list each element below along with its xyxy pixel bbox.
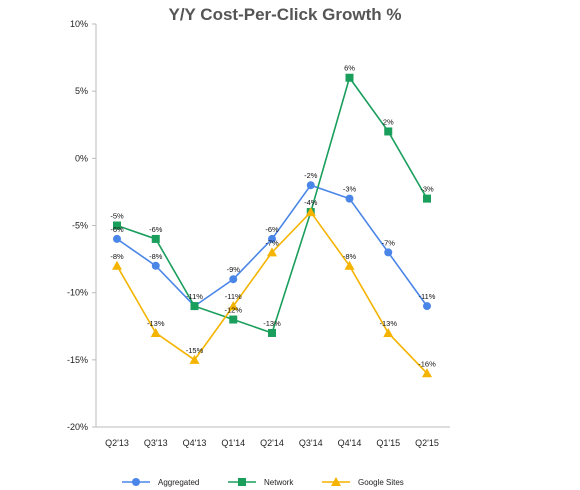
data-label-network: 6% [344, 64, 355, 73]
y-axis-ticks: 10% 5% 0% -5% -10% -15% -20% [67, 19, 96, 432]
x-tick-label: Q3'13 [144, 438, 168, 448]
x-tick-label: Q2'13 [105, 438, 129, 448]
data-label-network: -5% [110, 212, 124, 221]
chart-title: Y/Y Cost-Per-Click Growth % [168, 5, 401, 24]
point-google-sites [112, 260, 122, 270]
point-google-sites [228, 301, 239, 311]
data-label-aggregated: -6% [110, 225, 124, 234]
data-label-network: -12% [224, 306, 242, 315]
data-label-network: -4% [304, 198, 318, 207]
point-google-sites [422, 368, 432, 378]
point-google-sites [383, 327, 394, 337]
data-label-network: -13% [263, 319, 281, 328]
data-label-google-sites: -13% [379, 319, 397, 328]
point-aggregated [151, 261, 160, 270]
legend-label-network: Network [264, 478, 294, 487]
point-network [229, 315, 238, 324]
point-network [384, 127, 393, 136]
data-label-google-sites: -7% [265, 238, 279, 247]
x-tick-label: Q1'15 [376, 438, 400, 448]
legend: Aggregated Network Google Sites [122, 477, 404, 487]
y-tick-label: 0% [75, 153, 88, 163]
data-label-network: -6% [149, 225, 163, 234]
point-google-sites [189, 354, 200, 364]
point-aggregated [306, 181, 315, 190]
point-aggregated [384, 248, 393, 257]
data-label-aggregated: -11% [186, 292, 203, 301]
point-network [190, 302, 199, 311]
y-tick-label: 10% [70, 19, 88, 29]
x-tick-label: Q2'14 [260, 438, 284, 448]
point-network [268, 328, 276, 337]
series-line-network [116, 75, 428, 334]
data-label-google-sites: -15% [186, 346, 204, 355]
y-tick-label: 5% [75, 86, 88, 96]
data-label-google-sites: -16% [418, 359, 436, 368]
data-label-google-sites: -8% [343, 252, 357, 261]
point-aggregated [345, 194, 354, 203]
data-labels: -6% -8% -11% -9% -6% -2% -3% -7% -11% -5% -6% -12% -… [110, 64, 436, 369]
legend-label-google-sites: Google Sites [358, 478, 404, 487]
legend-label-aggregated: Aggregated [158, 478, 199, 487]
legend-marker-google-sites [331, 477, 341, 486]
x-tick-label: Q1'14 [221, 438, 245, 448]
data-label-aggregated: -9% [227, 265, 241, 274]
point-google-sites [150, 327, 161, 337]
data-label-aggregated: -7% [382, 238, 396, 247]
data-label-network: 2% [383, 117, 394, 126]
point-aggregated [113, 234, 121, 243]
point-aggregated [423, 302, 431, 311]
data-label-aggregated: -8% [149, 252, 163, 261]
x-axis-ticks: Q2'13 Q3'13 Q4'13 Q1'14 Q2'14 Q3'14 Q4'14 Q1'15… [105, 438, 439, 448]
point-network [345, 73, 354, 82]
point-network [113, 221, 121, 230]
point-google-sites [344, 260, 355, 270]
y-tick-label: -5% [72, 221, 88, 231]
point-aggregated [268, 234, 276, 243]
y-tick-label: -20% [67, 422, 88, 432]
point-google-sites [267, 247, 277, 257]
point-google-sites [305, 207, 316, 217]
x-tick-label: Q2'15 [415, 438, 439, 448]
data-label-google-sites: -11% [225, 292, 242, 301]
data-label-network: -3% [420, 185, 434, 194]
data-label-aggregated: -3% [343, 185, 357, 194]
point-aggregated [229, 275, 238, 284]
point-network [423, 194, 431, 203]
x-tick-label: Q3'14 [299, 438, 323, 448]
data-label-aggregated: -6% [265, 225, 279, 234]
data-label-google-sites: -13% [147, 319, 165, 328]
data-label-aggregated: -11% [419, 292, 436, 301]
x-tick-label: Q4'13 [183, 438, 207, 448]
legend-marker-aggregated [132, 478, 140, 486]
point-network [151, 234, 160, 243]
y-tick-label: -10% [67, 288, 88, 298]
data-label-aggregated: -2% [304, 171, 318, 180]
x-tick-label: Q4'14 [338, 438, 362, 448]
legend-marker-network [238, 478, 246, 486]
series-layer [112, 73, 432, 378]
data-label-google-sites: -8% [110, 252, 124, 261]
y-tick-label: -15% [67, 355, 88, 365]
